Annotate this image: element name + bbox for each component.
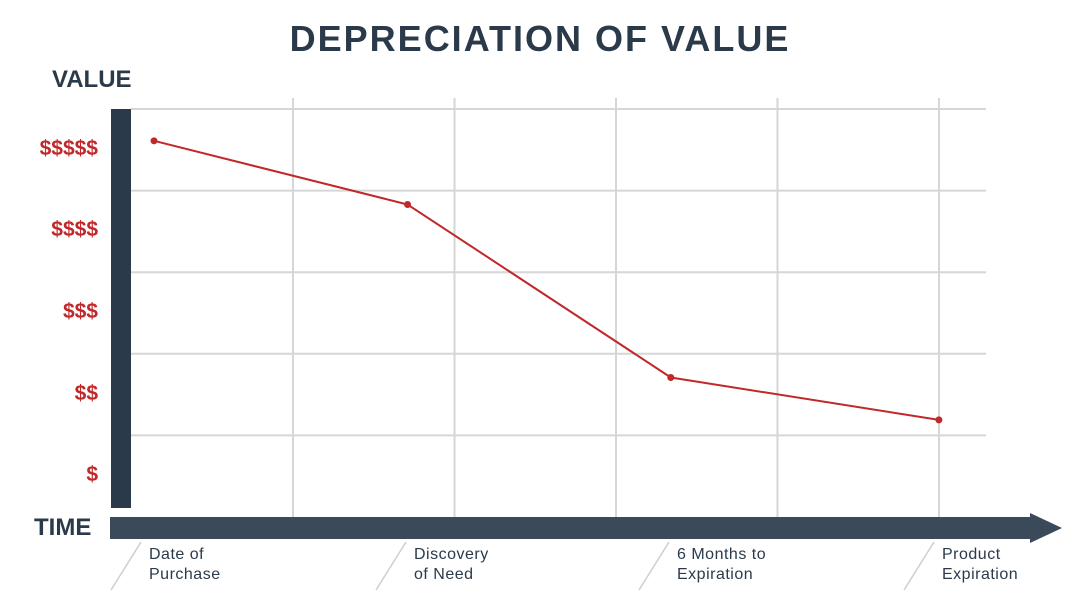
x-label-separator [638,541,670,591]
x-tick-label: Product Expiration [942,545,1018,585]
y-tick-label: $$ [74,381,98,405]
x-axis-label: TIME [34,514,92,541]
x-tick-label-line: Expiration [942,566,1019,583]
x-tick-label-line: of Need [414,566,474,583]
x-label-separator [375,541,407,591]
series-line [153,139,940,421]
x-tick-label: Discovery of Need [414,545,489,585]
grid-lines [131,98,986,517]
x-label-separator [110,541,142,591]
x-tick-label-line: Product [942,546,1001,563]
y-tick-label: $$$$ [51,218,98,242]
y-axis-label: VALUE [52,66,132,93]
x-tick-label-line: Expiration [677,566,754,583]
data-point [150,137,158,145]
chart-title: DEPRECIATION OF VALUE [289,18,791,59]
x-tick-label-line: Date of [149,546,205,563]
x-tick-label-line: Discovery [414,546,489,563]
x-axis-arrow-head [1030,513,1062,543]
y-axis-bar [111,109,131,508]
x-tick-label: 6 Months to Expiration [677,545,766,585]
y-tick-label: $ [86,463,98,487]
x-axis-arrow [110,513,1062,543]
x-label-separators [110,541,935,591]
x-tick-label-line: Purchase [149,566,221,583]
series-line-group [150,137,943,424]
x-label-separator [903,541,935,591]
x-axis-arrow-body [110,517,1030,539]
y-tick-label: $$$ [62,300,98,323]
data-point [667,373,675,381]
y-tick-label: $$$$$ [39,136,98,160]
data-point [404,200,412,208]
x-tick-label: Date of Purchase [149,545,221,585]
x-tick-label-line: 6 Months to [677,546,767,563]
data-point [935,416,943,424]
